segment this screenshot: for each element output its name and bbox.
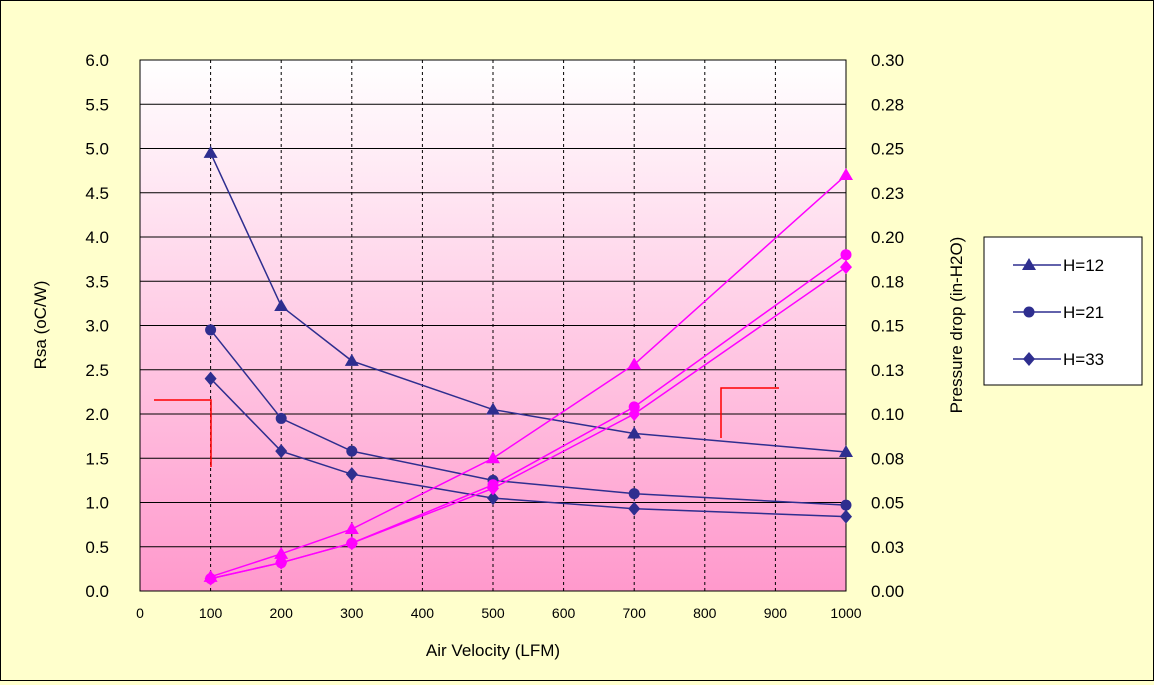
data-point	[486, 402, 500, 415]
data-point	[840, 499, 852, 511]
series-line	[210, 266, 847, 580]
data-point	[346, 445, 358, 457]
x-tick-label: 400	[411, 605, 435, 621]
y2-tick-label: 0.23	[871, 184, 904, 203]
data-point	[839, 168, 853, 181]
x-tick-label: 200	[270, 605, 294, 621]
x-tick-label: 300	[340, 605, 364, 621]
data-point	[627, 426, 642, 439]
y-tick-label: 5.0	[85, 140, 109, 159]
y-tick-label: 1.5	[85, 449, 109, 468]
data-point	[274, 546, 289, 559]
data-point	[344, 353, 359, 366]
data-point	[628, 488, 640, 500]
x-axis-label: Air Velocity (LFM)	[426, 641, 560, 660]
legend: H=12 H=21 H=33	[983, 236, 1143, 386]
x-axis-ticks: 0 100 200 300 400 500 600 700 800 900 1000	[136, 605, 862, 621]
legend-box	[983, 236, 1143, 386]
y2-tick-label: 0.08	[871, 449, 904, 468]
series-line	[210, 378, 847, 518]
y2-tick-label: 0.28	[871, 95, 904, 114]
x-tick-label: 800	[693, 605, 717, 621]
y2-axis-ticks: 0.00 0.03 0.05 0.08 0.10 0.13 0.15 0.18 0.20 0.23…	[871, 51, 904, 601]
data-point	[204, 571, 217, 586]
data-point	[487, 481, 499, 496]
legend-label: H=33	[1063, 350, 1104, 369]
legend-item: H=21	[1013, 303, 1104, 322]
series-line	[210, 329, 847, 506]
data-point	[627, 357, 642, 370]
series-layer	[203, 145, 853, 586]
y-axis-label: Rsa (oC/W)	[31, 281, 50, 370]
legend-marker	[1023, 352, 1035, 366]
y2-axis-label: Pressure drop (in-H2O)	[947, 237, 966, 414]
legend-marker	[1022, 258, 1036, 270]
data-point	[839, 445, 853, 458]
data-point	[205, 324, 217, 336]
x-tick-label: 700	[623, 605, 647, 621]
y2-tick-label: 0.13	[871, 361, 904, 380]
data-point	[274, 299, 289, 312]
annotation-brackets	[154, 387, 779, 467]
data-point	[345, 467, 358, 482]
data-point	[344, 522, 359, 535]
legend-label: H=12	[1063, 256, 1104, 275]
series-6	[204, 260, 852, 586]
legend-label: H=21	[1063, 303, 1104, 322]
data-point	[628, 407, 641, 421]
data-point	[275, 555, 288, 570]
legend-marker	[1023, 306, 1035, 318]
data-point	[486, 451, 500, 464]
series-line	[209, 152, 847, 453]
x-tick-label: 900	[764, 605, 788, 621]
y2-tick-label: 0.10	[871, 405, 904, 424]
y2-tick-label: 0.30	[871, 51, 904, 70]
data-point	[204, 371, 217, 386]
x-tick-label: 500	[481, 605, 505, 621]
y-axis-ticks: 0.0 0.5 1.0 1.5 2.0 2.5 3.0 3.5 4.0 4.5 5.0 5.5 6.0	[85, 51, 109, 601]
series-3	[204, 371, 852, 524]
y-tick-label: 0.5	[85, 538, 109, 557]
series-line	[210, 174, 847, 578]
data-point	[203, 145, 218, 158]
data-point	[628, 401, 640, 413]
data-point	[275, 444, 288, 459]
y2-tick-label: 0.18	[871, 272, 904, 291]
data-point	[840, 249, 852, 261]
legend-item: H=33	[1013, 350, 1104, 369]
y-tick-label: 3.5	[85, 272, 109, 291]
data-point	[840, 260, 852, 275]
y-tick-label: 2.5	[85, 361, 109, 380]
data-point	[840, 509, 852, 524]
x-tick-label: 0	[136, 605, 144, 621]
x-tick-label: 100	[199, 605, 223, 621]
y-tick-label: 3.0	[85, 317, 109, 336]
y2-tick-label: 0.05	[871, 494, 904, 513]
y-tick-label: 2.0	[85, 405, 109, 424]
y2-tick-label: 0.20	[871, 228, 904, 247]
x-tick-label: 600	[552, 605, 576, 621]
series-1	[203, 145, 853, 458]
annotation-bracket-right	[720, 387, 779, 438]
y-tick-label: 4.5	[85, 184, 109, 203]
annotation-bracket-left	[154, 399, 212, 467]
y-tick-label: 6.0	[85, 51, 109, 70]
data-point	[487, 491, 499, 506]
y-tick-label: 4.0	[85, 228, 109, 247]
y2-tick-label: 0.15	[871, 317, 904, 336]
y-tick-label: 1.0	[85, 494, 109, 513]
x-tick-label: 1000	[830, 605, 861, 621]
data-point	[345, 536, 358, 551]
legend-item: H=12	[1013, 256, 1104, 275]
y-tick-label: 5.5	[85, 95, 109, 114]
y2-tick-label: 0.03	[871, 538, 904, 557]
data-point	[628, 501, 641, 516]
y2-tick-label: 0.00	[871, 582, 904, 601]
y2-tick-label: 0.25	[871, 140, 904, 159]
data-point	[275, 412, 287, 424]
y-tick-label: 0.0	[85, 582, 109, 601]
